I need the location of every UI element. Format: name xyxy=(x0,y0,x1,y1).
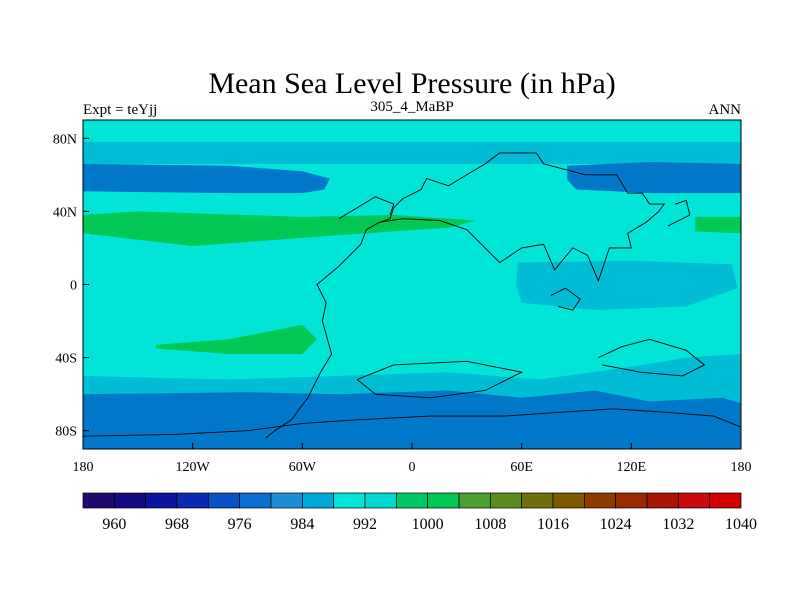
low-pressure-north-east xyxy=(567,162,741,194)
colorbar-label: 984 xyxy=(290,516,314,533)
colorbar-swatch xyxy=(239,492,272,509)
high-pressure-south-atlantic xyxy=(156,324,317,354)
experiment-label: Expt = teYjj xyxy=(83,102,157,118)
colorbar-swatch xyxy=(521,492,554,509)
colorbar-swatch xyxy=(270,492,303,509)
colorbar-swatch xyxy=(301,492,335,509)
x-tick-label: 0 xyxy=(409,460,416,475)
colorbar-label: 1016 xyxy=(537,516,569,533)
colorbar-label: 1000 xyxy=(412,516,444,533)
low-pressure-north-pacific-atlantic xyxy=(83,163,330,194)
y-tick-label: 80N xyxy=(53,132,77,147)
coastline-1 xyxy=(265,152,666,439)
low-pressure-southern-ocean xyxy=(83,390,741,449)
x-tick-label: 120E xyxy=(617,460,647,475)
x-tick-label: 60W xyxy=(289,460,317,475)
period-label: 305_4_MaBP xyxy=(370,99,453,115)
colorbar-swatch xyxy=(677,492,711,509)
colorbar-swatch xyxy=(458,492,491,509)
x-tick-label: 180 xyxy=(731,460,752,475)
colorbar-label: 960 xyxy=(102,516,126,533)
equatorial-east-band xyxy=(516,260,738,311)
high-pressure-band-north xyxy=(83,141,741,164)
season-label: ANN xyxy=(709,102,742,118)
contour-regions xyxy=(83,141,741,449)
colorbar-swatch xyxy=(113,492,147,509)
colorbar-swatch xyxy=(583,492,617,509)
contour-map xyxy=(83,120,741,449)
colorbar-label: 1040 xyxy=(725,516,757,533)
x-tick-label: 180 xyxy=(73,460,94,475)
colorbar-swatch xyxy=(333,492,366,509)
colorbar-swatch xyxy=(395,492,429,509)
colorbar-swatch xyxy=(145,492,178,509)
colorbar-label: 1024 xyxy=(600,516,632,533)
coastline-4 xyxy=(598,338,706,377)
colorbar-swatch xyxy=(427,492,460,509)
colorbar-swatch xyxy=(615,492,648,509)
y-tick-label: 40S xyxy=(55,352,77,367)
colorbar-label: 976 xyxy=(228,516,252,533)
colorbar-swatch xyxy=(489,492,523,509)
high-pressure-subtropics-north xyxy=(83,211,476,247)
y-tick-label: 40N xyxy=(53,205,77,220)
colorbar-swatch xyxy=(364,492,397,509)
colorbar-label: 1008 xyxy=(474,516,506,533)
coastline-5 xyxy=(338,196,395,220)
colorbar-label: 992 xyxy=(353,516,377,533)
y-axis-ticks: 80N 40N 0 40S 80S xyxy=(53,132,89,440)
high-pressure-east xyxy=(695,216,741,234)
colorbar-swatch xyxy=(646,492,679,509)
y-tick-label: 80S xyxy=(55,425,77,440)
coastlines xyxy=(83,152,741,439)
colorbar-swatch xyxy=(82,492,115,509)
coastline-3 xyxy=(356,360,524,399)
colorbar-swatch xyxy=(207,492,241,509)
figure-title: Mean Sea Level Pressure (in hPa) xyxy=(208,67,615,100)
coastline-2 xyxy=(83,408,741,437)
colorbar-swatch xyxy=(709,492,742,509)
x-axis-ticks: 180 120W 60W 0 60E 120E 180 xyxy=(73,443,752,475)
colorbar-swatch xyxy=(176,492,209,509)
coastline-7 xyxy=(667,199,691,227)
x-tick-label: 120W xyxy=(176,460,211,475)
y-tick-label: 0 xyxy=(70,279,77,294)
colorbar-swatch xyxy=(552,492,585,509)
colorbar-label: 968 xyxy=(165,516,189,533)
coastline-6 xyxy=(550,287,581,311)
colorbar: 960 968 976 984 992 1000 1008 1016 1024 1032 1040 xyxy=(82,492,757,533)
colorbar-label: 1032 xyxy=(662,516,694,533)
x-tick-label: 60E xyxy=(510,460,533,475)
